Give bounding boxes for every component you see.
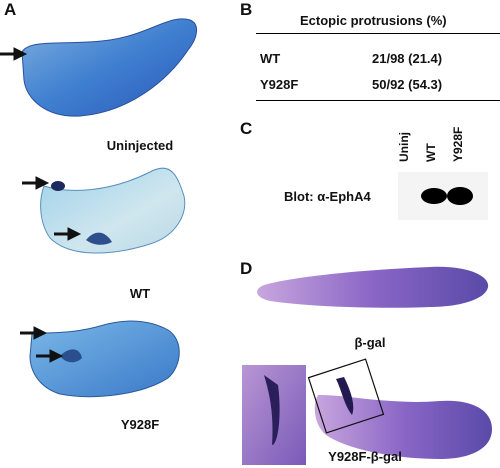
table-row-value-wt: 21/98 (21.4) xyxy=(372,51,443,66)
panel-letter-a: A xyxy=(4,0,17,19)
caption-uninjected: Uninjected xyxy=(106,138,174,153)
caption-y928f-beta-gal: Y928F-β-gal xyxy=(328,449,402,464)
table-row-label-wt: WT xyxy=(260,51,281,66)
zoom-region-box xyxy=(307,358,385,434)
table-row-value-y928f: 50/92 (54.3) xyxy=(372,77,443,92)
panel-letter-b: B xyxy=(240,0,253,19)
lane-label-y928f: Y928F xyxy=(451,126,465,162)
panel-letter-c: C xyxy=(240,119,253,138)
table-top-rule xyxy=(256,33,500,34)
panel-a-embryo-images xyxy=(0,18,197,398)
western-blot-image xyxy=(398,172,488,220)
blot-label: Blot: α-EphA4 xyxy=(284,189,371,204)
panel-d-embryo-images xyxy=(242,266,492,465)
embryo-uninjected xyxy=(21,18,197,117)
embryo-wt xyxy=(40,167,186,254)
table-row-label-y928f: Y928F xyxy=(260,77,299,92)
table-header-ectopic-protrusions: Ectopic protrusions (%) xyxy=(300,13,447,28)
table-bottom-rule xyxy=(256,100,500,101)
lane-label-uninj: Uninj xyxy=(397,132,411,162)
panel-letter-d: D xyxy=(240,259,253,278)
embryo-y928f-beta-gal xyxy=(314,395,492,459)
lane-label-wt: WT xyxy=(424,143,438,162)
embryo-beta-gal xyxy=(257,266,489,308)
caption-y928f: Y928F xyxy=(120,417,160,432)
arrow-icon xyxy=(0,47,82,363)
caption-beta-gal: β-gal xyxy=(354,335,386,350)
embryo-y928f xyxy=(29,320,180,398)
caption-wt: WT xyxy=(129,286,151,301)
